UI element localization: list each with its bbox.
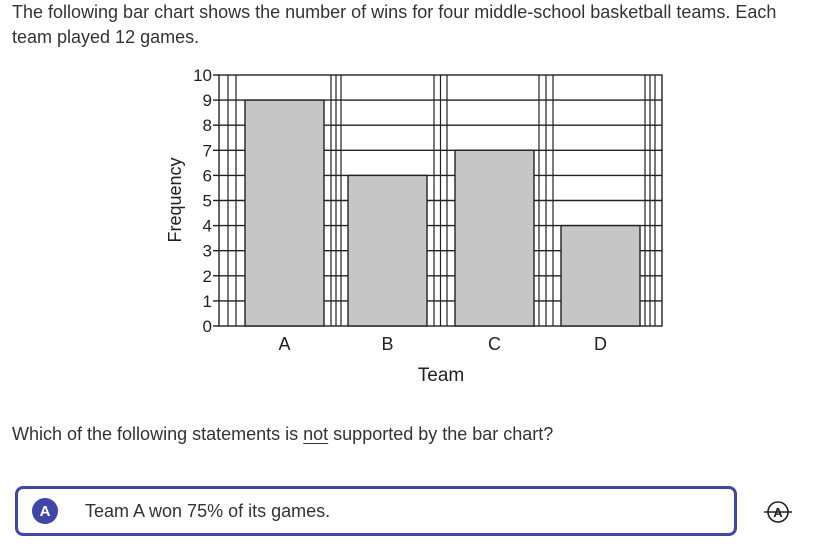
y-tick-label: 5 [203,192,212,211]
question-stem-before: Which of the following statements is [12,424,304,444]
x-axis-label: Team [418,365,464,386]
choice-letter-badge: A [32,498,58,524]
bar-d [560,224,641,327]
bar-chart: 0 1 2 3 4 5 6 7 8 9 10 A B C D Team Frequency [165,66,663,386]
question-intro: The following bar chart shows the number… [12,2,777,47]
question-stem-after: supported by the bar chart? [328,424,554,444]
y-tick-label: 1 [203,292,212,311]
y-tick-label: 6 [203,166,212,185]
strikethrough-button[interactable]: A [762,498,794,526]
bar-c [454,149,535,327]
question-stem: Which of the following statements is not… [12,422,553,446]
y-tick-label: 10 [193,66,212,85]
x-tick-label: A [278,334,290,354]
bar-b [347,174,428,327]
y-tick-label: 4 [203,217,212,236]
y-tick-label: 0 [203,317,212,336]
bar-chart-svg: 0 1 2 3 4 5 6 7 8 9 10 A B C D Team Frequency [165,66,663,386]
y-tick-label: 7 [203,141,212,160]
y-tick-label: 8 [203,116,212,135]
y-tick-label: 3 [203,242,212,261]
x-tick-label: B [381,334,393,354]
svg-text:A: A [773,505,783,520]
choice-text: Team A won 75% of its games. [85,500,331,521]
y-axis-label: Frequency [165,157,185,242]
question-emphasis: not [303,424,329,444]
strikethrough-letter-a-icon: A [764,501,792,523]
x-tick-label: D [594,334,607,354]
y-tick-label: 2 [203,267,212,286]
bar-a [244,99,325,327]
y-tick-label: 9 [203,91,212,110]
x-tick-label: C [488,334,501,354]
answer-choice-a[interactable]: A Team A won 75% of its games. [15,486,737,536]
